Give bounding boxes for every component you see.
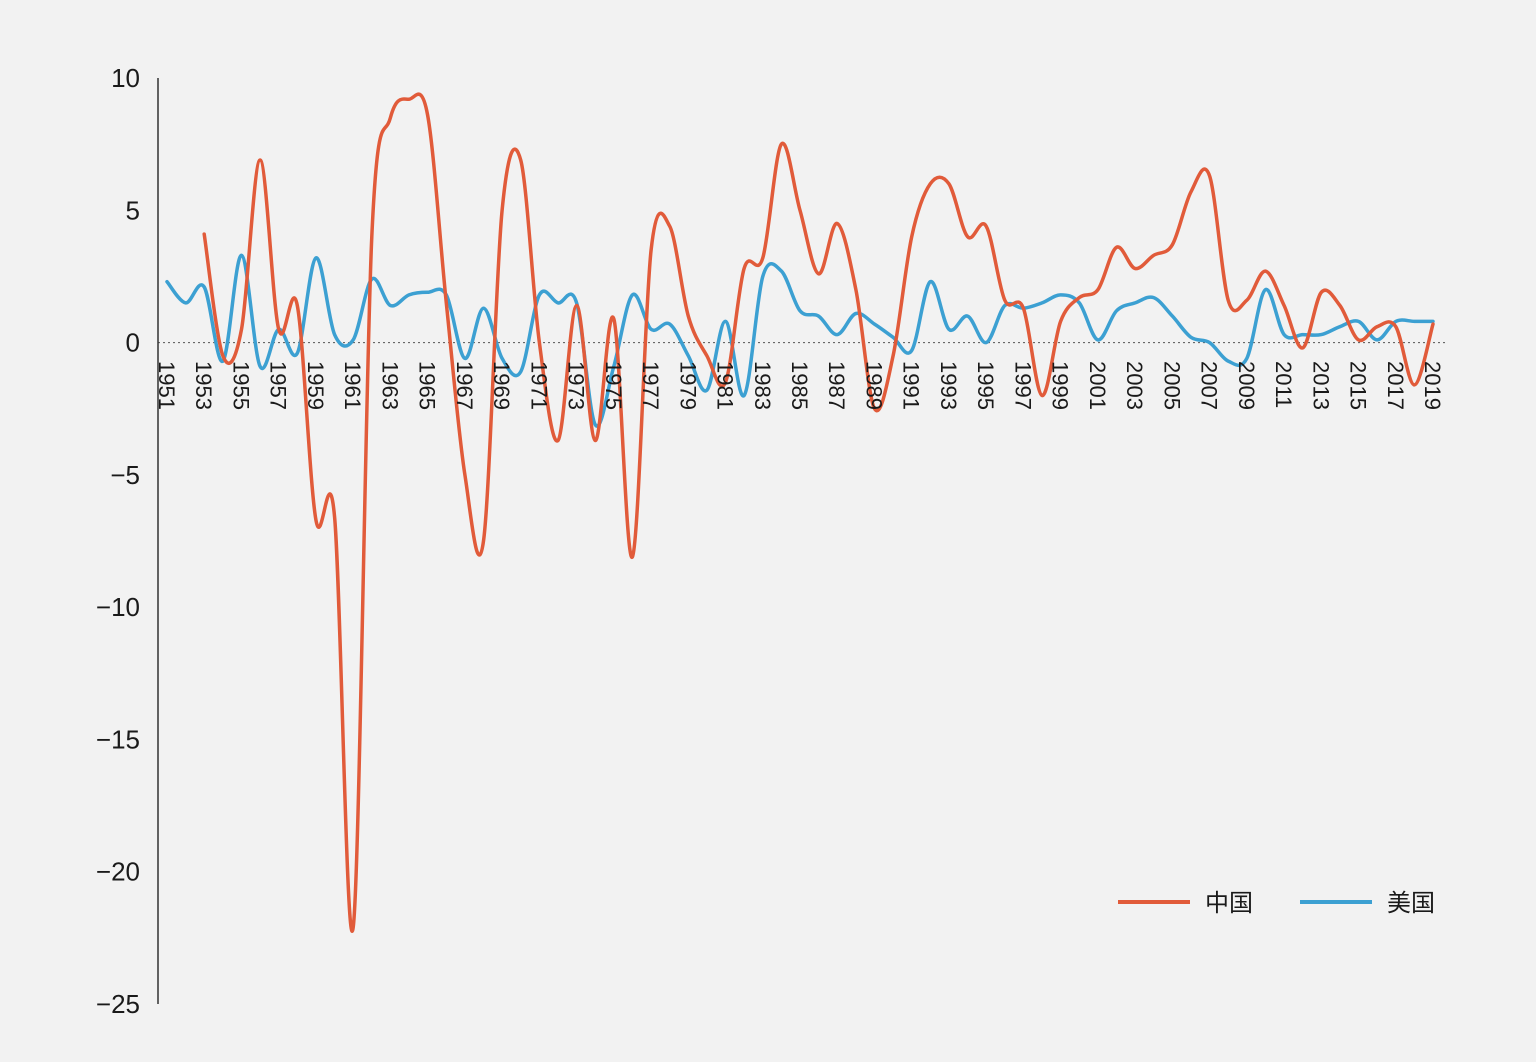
y-tick-label: 0 <box>126 328 140 358</box>
x-tick-label: 1961 <box>340 361 365 410</box>
x-tick-label: 1967 <box>452 361 477 410</box>
x-tick-label: 1989 <box>861 361 886 410</box>
y-tick-label: 5 <box>126 195 140 225</box>
x-tick-label: 1981 <box>713 361 738 410</box>
x-tick-label: 1991 <box>899 361 924 410</box>
x-tick-label: 2015 <box>1346 361 1371 410</box>
x-tick-label: 2007 <box>1197 361 1222 410</box>
x-tick-label: 1971 <box>526 361 551 410</box>
x-tick-label: 2017 <box>1383 361 1408 410</box>
x-tick-label: 1957 <box>266 361 291 410</box>
x-tick-label: 1973 <box>564 361 589 410</box>
x-tick-label: 1955 <box>228 361 253 410</box>
x-tick-label: 1985 <box>787 361 812 410</box>
x-tick-label: 1977 <box>638 361 663 410</box>
y-tick-label: −10 <box>96 592 140 622</box>
legend-label-usa: 美国 <box>1387 889 1435 917</box>
y-tick-label: −15 <box>96 724 140 754</box>
x-tick-label: 1975 <box>601 361 626 410</box>
x-tick-label: 1959 <box>303 361 328 410</box>
y-tick-label: −5 <box>110 460 140 490</box>
x-tick-label: 1995 <box>973 361 998 410</box>
x-tick-label: 1965 <box>415 361 440 410</box>
x-tick-label: 1999 <box>1048 361 1073 410</box>
x-tick-label: 1979 <box>675 361 700 410</box>
x-tick-label: 2013 <box>1308 361 1333 410</box>
x-tick-label: 2001 <box>1085 361 1110 410</box>
x-tick-label: 2005 <box>1159 361 1184 410</box>
x-tick-label: 1997 <box>1010 361 1035 410</box>
x-tick-label: 2009 <box>1234 361 1259 410</box>
legend: 中国 美国 <box>1118 889 1435 917</box>
x-tick-label: 1987 <box>824 361 849 410</box>
x-tick-label: 2011 <box>1271 361 1296 408</box>
y-tick-label: −20 <box>96 857 140 887</box>
x-tick-label: 1951 <box>154 361 179 410</box>
legend-label-china: 中国 <box>1205 889 1253 917</box>
x-tick-label: 2019 <box>1420 361 1445 410</box>
x-tick-label: 1993 <box>936 361 961 410</box>
x-tick-label: 2003 <box>1122 361 1147 410</box>
x-tick-label: 1953 <box>191 361 216 410</box>
y-tick-labels: 10 5 0 −5 −10 −15 −20 −25 <box>96 63 140 1019</box>
x-tick-labels: 1951 1953 1955 1957 1959 1961 1963 1965 1967 1969… <box>154 361 1445 410</box>
y-tick-label: 10 <box>111 63 140 93</box>
x-tick-label: 1969 <box>489 361 514 410</box>
x-tick-label: 1983 <box>750 361 775 410</box>
series-line-china <box>202 92 1435 933</box>
series-layer <box>165 92 1435 933</box>
y-tick-label: −25 <box>96 989 140 1019</box>
series-line-usa <box>165 253 1435 428</box>
x-tick-label: 1963 <box>377 361 402 410</box>
